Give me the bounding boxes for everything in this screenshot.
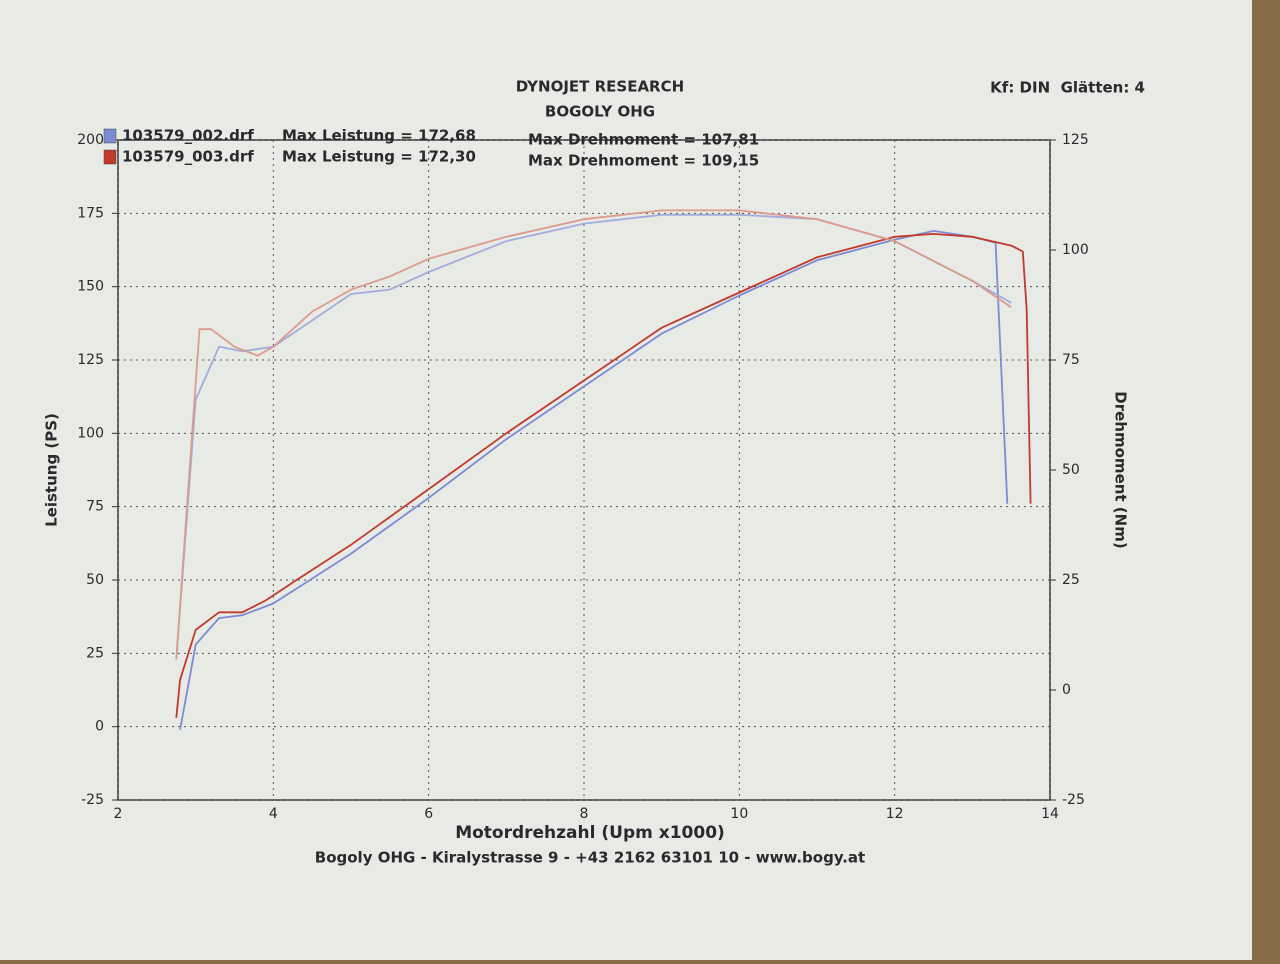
y2-axis-label: Drehmoment (Nm) <box>1112 391 1130 548</box>
legend-note: Max Leistung = 172,68 <box>282 127 476 145</box>
legend-note: Max Drehmoment = 109,15 <box>528 152 759 170</box>
legend-label: 103579_002.drf <box>122 127 254 145</box>
x-tick-label: 10 <box>730 806 748 822</box>
y-tick-label: 200 <box>77 132 104 148</box>
chart-subtitle: BOGOLY OHG <box>545 103 655 121</box>
y-tick-label: 0 <box>95 719 104 735</box>
y2-tick-label: 50 <box>1062 462 1080 478</box>
x-tick-label: 6 <box>424 806 433 822</box>
legend-note: Max Drehmoment = 107,81 <box>528 131 759 149</box>
y-tick-label: 175 <box>77 205 104 221</box>
y2-tick-label: 75 <box>1062 352 1080 368</box>
x-axis-label: Motordrehzahl (Upm x1000) <box>455 823 725 843</box>
y2-tick-label: -25 <box>1062 792 1085 808</box>
legend-note: Max Leistung = 172,30 <box>282 148 476 166</box>
y2-tick-label: 25 <box>1062 572 1080 588</box>
series-line <box>179 230 1009 730</box>
corner-note: Kf: DIN Glätten: 4 <box>990 79 1145 97</box>
y-tick-label: 75 <box>86 499 104 515</box>
y2-tick-label: 0 <box>1062 682 1071 698</box>
y-tick-label: 100 <box>77 425 104 441</box>
legend-label: 103579_003.drf <box>122 148 254 166</box>
y-tick-label: 25 <box>86 645 104 661</box>
y-tick-label: 125 <box>77 352 104 368</box>
y-axis-label: Leistung (PS) <box>43 413 61 527</box>
y-tick-label: 150 <box>77 279 104 295</box>
series-line <box>175 209 1012 660</box>
y-tick-label: 50 <box>86 572 104 588</box>
x-tick-label: 14 <box>1041 806 1059 822</box>
legend-swatch <box>103 128 117 144</box>
x-tick-label: 2 <box>114 806 123 822</box>
y2-tick-label: 125 <box>1062 132 1089 148</box>
chart-title: DYNOJET RESEARCH <box>516 78 684 96</box>
y-tick-label: -25 <box>81 792 104 808</box>
y2-tick-label: 100 <box>1062 242 1089 258</box>
footer: Bogoly OHG - Kiralystrasse 9 - +43 2162 … <box>315 849 865 867</box>
x-tick-label: 4 <box>269 806 278 822</box>
series-line <box>175 233 1032 718</box>
x-tick-label: 8 <box>580 806 589 822</box>
legend-swatch <box>103 149 117 165</box>
x-tick-label: 12 <box>886 806 904 822</box>
